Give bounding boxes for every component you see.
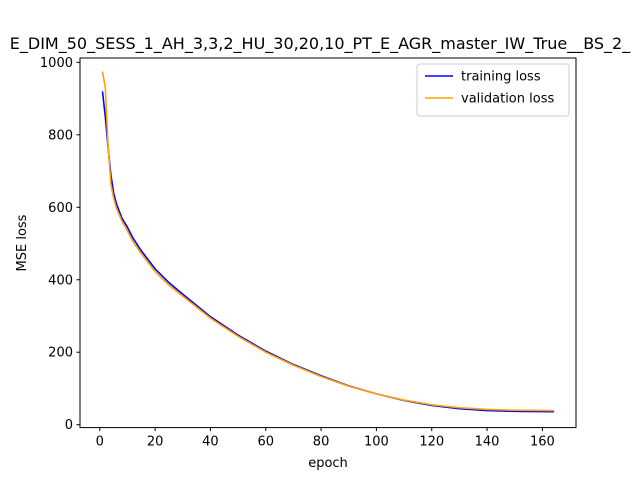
x-tick-label: 0: [96, 435, 104, 450]
axes-frame: [79, 57, 577, 429]
series-line-validation-loss: [101, 71, 555, 412]
x-tick-label: 60: [257, 435, 274, 450]
legend-box: [416, 63, 570, 117]
x-tick-label: 120: [419, 435, 444, 450]
y-tick-label: 600: [48, 201, 73, 216]
x-axis: 0 20 40 60 80 100 120 140 160: [96, 427, 555, 450]
chart-title: E_DIM_50_SESS_1_AH_3,3,2_HU_30,20,10_PT_…: [10, 34, 631, 54]
x-tick-label: 160: [530, 435, 555, 450]
x-tick-label: 20: [147, 435, 164, 450]
y-tick-label: 1000: [40, 56, 73, 71]
legend: training loss validation loss: [416, 63, 570, 117]
x-axis-label: epoch: [308, 456, 348, 471]
x-tick-label: 80: [313, 435, 330, 450]
y-axis-label: MSE loss: [15, 214, 30, 271]
y-tick-label: 800: [48, 128, 73, 143]
x-tick-label: 100: [364, 435, 389, 450]
y-axis: 0 200 400 600 800 1000: [40, 56, 80, 433]
legend-label: training loss: [461, 70, 541, 85]
series-layer: [101, 71, 555, 413]
x-tick-label: 140: [475, 435, 500, 450]
y-tick-label: 0: [65, 418, 73, 433]
y-tick-label: 400: [48, 273, 73, 288]
legend-label: validation loss: [461, 92, 554, 107]
x-tick-label: 40: [202, 435, 219, 450]
y-tick-label: 200: [48, 346, 73, 361]
